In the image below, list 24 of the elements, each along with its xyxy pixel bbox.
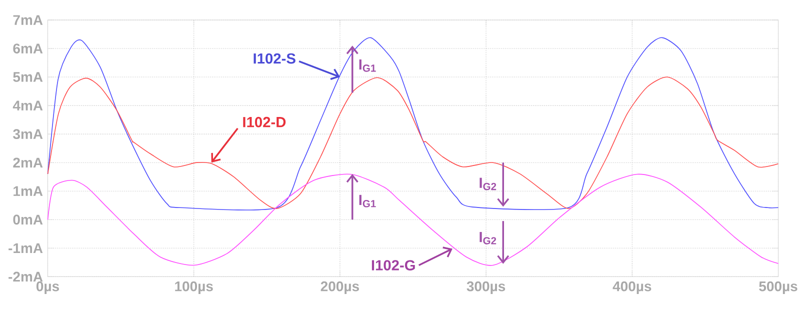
annotation: I$_{G2}$ [480, 178, 496, 190]
x-tick-label: 400µs [612, 281, 652, 294]
y-tick-label: 5mA [13, 72, 43, 82]
annotation: I102-D [243, 116, 286, 128]
annotation: I$_{G1}$ [359, 194, 376, 208]
y-tick-label: -1mA [8, 243, 43, 253]
annotation: I$_{G2}$ [480, 232, 496, 244]
annotation: I102-S [254, 53, 296, 64]
y-tick-label: 6mA [13, 44, 43, 54]
y-tick-label: 0mA [13, 214, 43, 225]
line-series [47, 76, 779, 209]
x-tick-label: 200µs [320, 281, 359, 294]
y-tick-label: 7mA [13, 15, 43, 25]
x-tick-label: 0µs [36, 281, 59, 294]
x-tick-label: 500µs [759, 281, 798, 294]
y-tick-label: 1mA [14, 186, 43, 196]
y-tick-label: 3mA [13, 129, 43, 140]
annotation: I102-G [372, 260, 415, 270]
x-tick-label: 100µs [175, 281, 213, 294]
y-tick-label: 2mA [13, 158, 43, 168]
y-tick-label: 4mA [12, 100, 43, 110]
x-tick-label: 300µs [466, 281, 506, 294]
y-tick-label: -2mA [8, 272, 43, 282]
annotation: I$_{G1}$ [359, 59, 376, 72]
